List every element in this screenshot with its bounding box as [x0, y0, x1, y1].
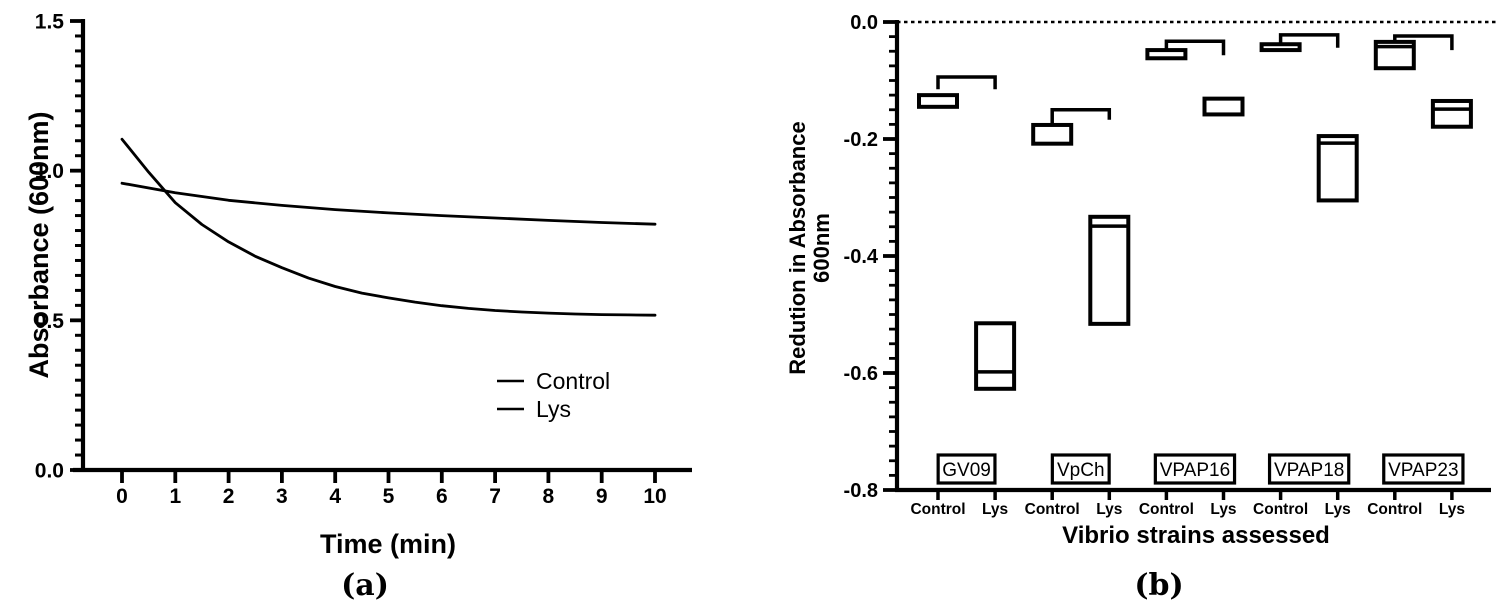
box-gv09-control: [917, 93, 959, 109]
significance-bracket-vpch: [1050, 108, 1112, 124]
panel-a-x-tick-label: 1: [169, 485, 181, 508]
x-category-label: Lys: [1210, 501, 1236, 518]
panel-b-y-tick-label: -0.4: [844, 246, 879, 268]
significance-bracket-vpap18: [1278, 33, 1340, 48]
strain-label-vpch: VpCh: [1057, 460, 1105, 481]
panel-a-line-chart: 0.0 0.5 1.0 1.5 0 1 2 3 4 5 6 7 8 9 10 Absorbance (600…: [24, 11, 692, 559]
x-category-label: Control: [1139, 501, 1194, 518]
x-category-label: Lys: [1096, 501, 1122, 518]
panel-a-x-tick-label: 10: [643, 485, 666, 508]
strain-box-gv09: [936, 453, 997, 485]
box-vpch-control: [1031, 122, 1074, 146]
strain-box-vpap16: [1153, 453, 1237, 485]
panel-a-y-tick-label: 0.0: [35, 460, 64, 483]
panel-a-x-tick-label: 0: [116, 485, 128, 508]
box-vpap18-control: [1259, 42, 1302, 53]
strain-label-vpap18: VPAP18: [1274, 460, 1344, 481]
x-category-label: Control: [910, 501, 965, 518]
panel-b-plot-area: 0.0 -0.2 -0.4 -0.6 -0.8 Control Lys Control Lys C…: [844, 12, 1499, 518]
panel-a-y-tick-label: 1.5: [35, 11, 65, 34]
panel-a-label: (a): [341, 568, 389, 603]
strain-label-gv09: GV09: [942, 460, 991, 481]
significance-bracket-vpap23: [1393, 34, 1454, 51]
panel-a-legend: Control Lys: [497, 368, 610, 422]
strain-label-vpap23: VPAP23: [1388, 460, 1458, 481]
x-category-label: Lys: [1439, 501, 1465, 518]
panel-b-y-axis-title-line2: 600nm: [809, 213, 834, 283]
box-vpap23-lys: [1430, 98, 1473, 129]
panel-a-x-axis-title: Time (min): [320, 529, 456, 559]
box-vpap18-lys: [1316, 134, 1359, 203]
box-vpap16-control: [1145, 48, 1188, 61]
legend-label-lys: Lys: [536, 396, 571, 422]
panel-b-y-tick-label: -0.6: [844, 363, 878, 385]
significance-bracket-gv09: [936, 75, 997, 90]
panel-a-x-tick-label: 9: [596, 485, 608, 508]
x-category-label: Control: [1025, 501, 1080, 518]
panel-b-label: (b): [1134, 568, 1184, 603]
x-category-label: Control: [1253, 501, 1308, 518]
series-line-lys: [120, 137, 657, 317]
panel-b-box-plot: 0.0 -0.2 -0.4 -0.6 -0.8 Control Lys Control Lys C…: [785, 12, 1499, 549]
panel-a-x-tick-label: 3: [276, 485, 288, 508]
significance-bracket-vpap16: [1164, 39, 1226, 56]
strain-box-vpap18: [1267, 453, 1351, 485]
panel-a-y-axis-title: Absorbance (600nm): [24, 111, 54, 378]
box-gv09-lys: [974, 321, 1017, 391]
box-vpap16-lys: [1202, 96, 1245, 117]
panel-b-y-axis-title-line1: Redution in Absorbance: [785, 121, 810, 374]
box-vpch-lys: [1088, 214, 1131, 326]
panel-a-y-tick-label: 0.5: [35, 310, 65, 333]
panel-a-x-tick-label: 6: [436, 485, 448, 508]
panel-a-y-tick-label: 1.0: [35, 160, 64, 183]
panel-a-plot-area: 0.0 0.5 1.0 1.5 0 1 2 3 4 5 6 7 8 9 10: [35, 11, 692, 508]
panel-a-x-tick-label: 5: [383, 485, 395, 508]
panel-b-x-axis-title: Vibrio strains assessed: [1062, 522, 1330, 549]
panel-a-x-tick-label: 8: [543, 485, 555, 508]
panel-b-y-tick-label: -0.2: [844, 129, 878, 151]
strain-label-vpap16: VPAP16: [1160, 460, 1230, 481]
panel-a-x-tick-label: 2: [223, 485, 235, 508]
strain-box-vpap23: [1382, 453, 1465, 485]
legend-label-control: Control: [536, 368, 610, 394]
strain-box-vpch: [1050, 453, 1111, 485]
panel-a-x-tick-label: 7: [489, 485, 501, 508]
series-line-control: [120, 181, 657, 226]
x-category-label: Lys: [982, 501, 1008, 518]
panel-b-y-tick-label: -0.8: [844, 480, 878, 502]
x-category-label: Control: [1367, 501, 1422, 518]
panel-a-x-tick-label: 4: [329, 485, 341, 508]
panel-b-y-tick-label: 0.0: [850, 12, 878, 34]
x-category-label: Lys: [1325, 501, 1351, 518]
